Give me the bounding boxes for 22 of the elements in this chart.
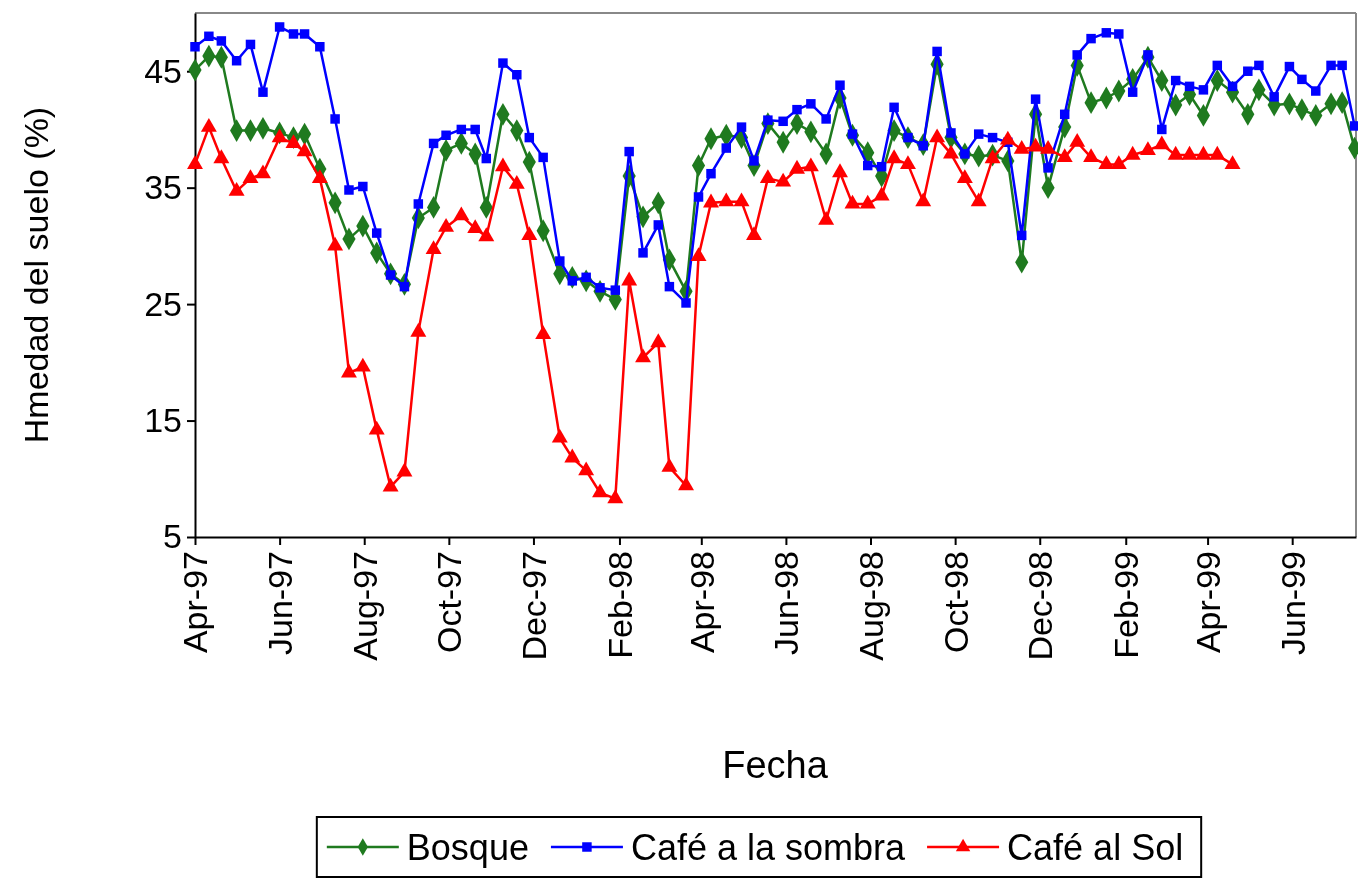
x-tick-label: Oct-98 (936, 551, 975, 654)
y-tick-label: 45 (144, 51, 182, 90)
legend-label: Bosque (406, 826, 529, 868)
y-axis-title: Hmedad del suelo (%) (17, 106, 55, 444)
y-tick-label: 25 (144, 284, 182, 323)
x-tick-label: Dec-98 (1021, 551, 1060, 661)
x-axis-title: Fecha (722, 744, 829, 786)
x-tick-label: Dec-97 (514, 551, 553, 661)
x-tick-label: Jun-97 (261, 551, 300, 655)
x-tick-label: Apr-98 (682, 551, 721, 654)
y-tick-label: 15 (144, 400, 182, 439)
x-tick-label: Feb-99 (1107, 551, 1146, 659)
x-tick-label: Aug-97 (345, 551, 384, 661)
legend-label: Café al Sol (1007, 826, 1184, 868)
x-tick-label: Oct-97 (430, 551, 469, 654)
x-tick-label: Jun-98 (767, 551, 806, 655)
y-tick-label: 35 (144, 168, 182, 207)
legend-label: Café a la sombra (630, 826, 907, 868)
x-tick-label: Aug-98 (851, 551, 890, 661)
x-tick-label: Feb-98 (600, 551, 639, 659)
x-tick-label: Apr-99 (1188, 551, 1227, 654)
x-tick-label: Jun-99 (1273, 551, 1312, 655)
